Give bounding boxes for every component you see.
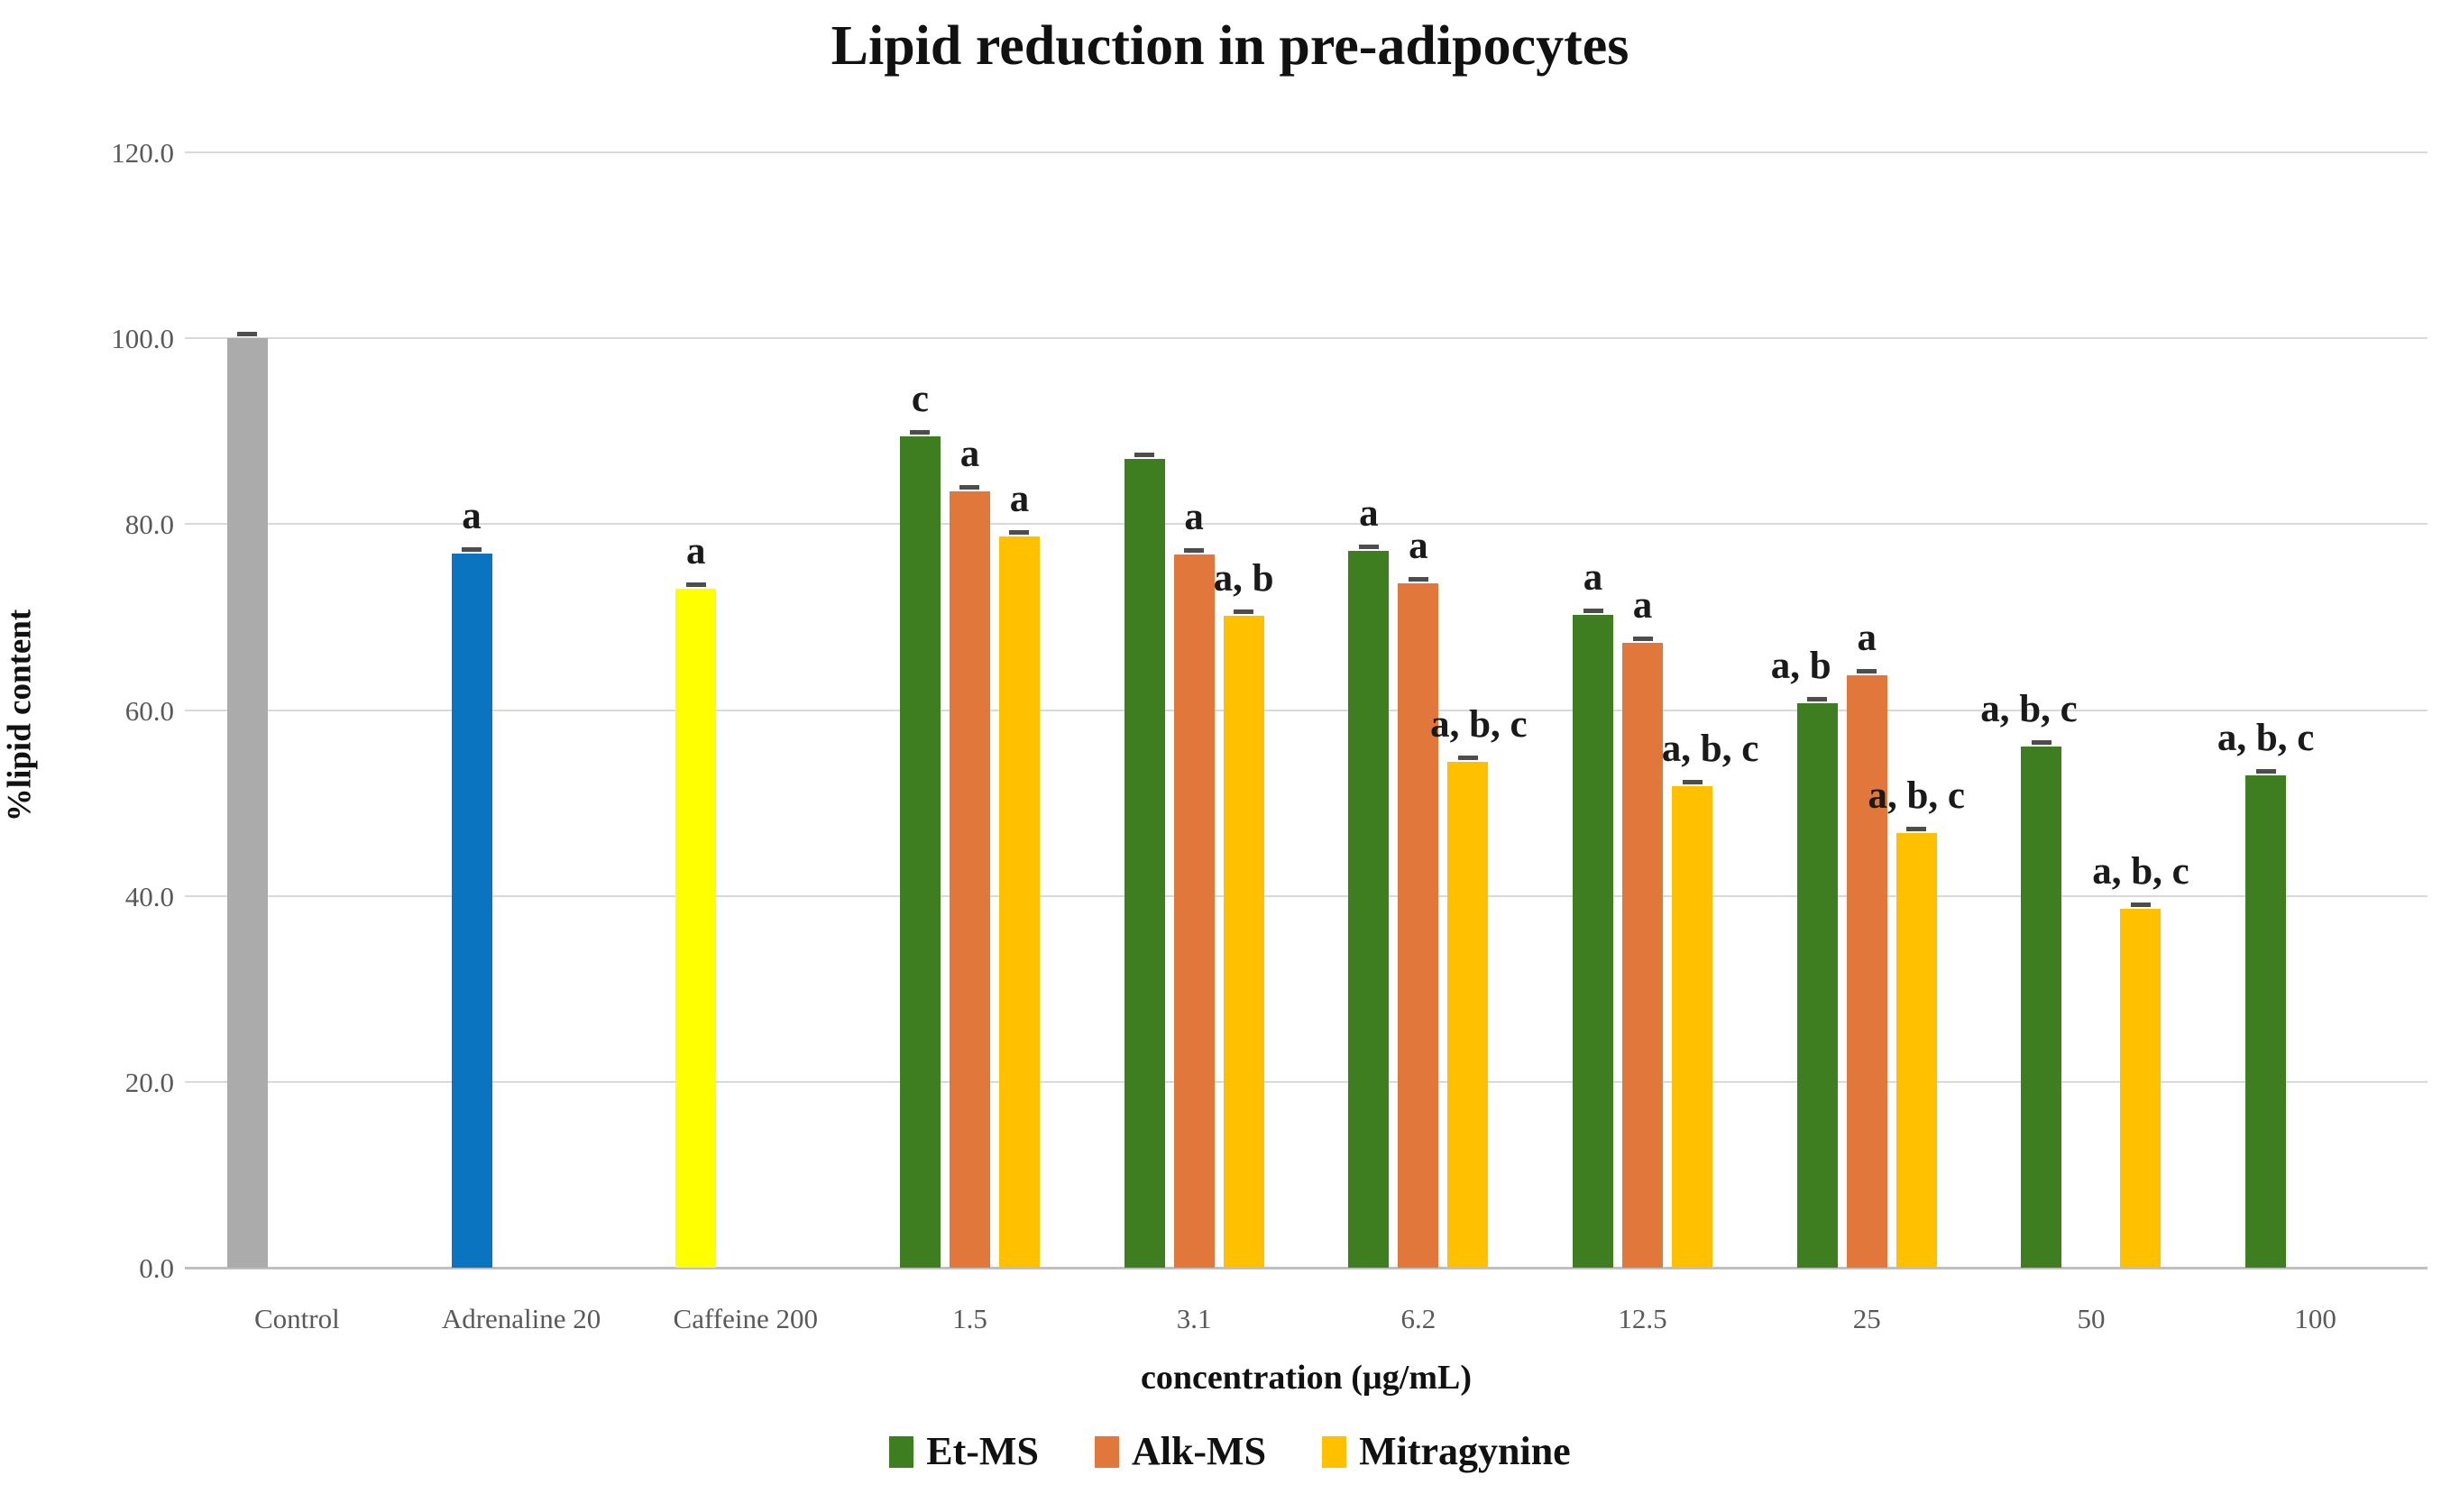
error-bar-cap	[462, 547, 482, 553]
error-bar-cap	[1408, 577, 1428, 582]
y-tick-label: 100.0	[111, 323, 174, 355]
legend-swatch-mitragynine	[1322, 1435, 1347, 1468]
bar-et-ms-6.2	[1348, 551, 1390, 1268]
bar-adrenaline-20-adrenaline-20	[451, 554, 492, 1268]
y-tick-label: 0.0	[139, 1252, 174, 1284]
error-bar-cap	[1682, 780, 1703, 785]
chart-title: Lipid reduction in pre-adipocytes	[831, 15, 1629, 77]
legend-label-et-ms: Et-MS	[926, 1429, 1039, 1473]
legend-item-mitragynine: Mitragynine	[1322, 1432, 1571, 1471]
error-bar-cap	[1234, 609, 1254, 615]
chart-legend: Et-MS Alk-MS Mitragynine	[0, 1432, 2460, 1471]
significance-label: a, b, c	[2217, 716, 2315, 759]
error-bar-cap	[1857, 669, 1877, 674]
significance-label: a, b, c	[1430, 703, 1528, 747]
error-bar-cap	[2255, 768, 2276, 774]
x-tick-label: 100	[2294, 1303, 2336, 1334]
error-bar-cap	[2130, 903, 2151, 908]
bar-alk-ms-1.5	[949, 491, 990, 1268]
bar-caffeine-200-caffeine-200	[675, 589, 717, 1268]
bar-alk-ms-3.1	[1173, 554, 1215, 1268]
significance-label: a	[1857, 617, 1877, 660]
significance-label: a	[1632, 584, 1653, 628]
legend-swatch-alk-ms	[1094, 1435, 1119, 1468]
bar-alk-ms-6.2	[1398, 583, 1439, 1268]
gridline-20	[185, 1080, 2428, 1083]
y-tick-label: 120.0	[111, 137, 174, 169]
bar-et-ms-3.1	[1124, 459, 1165, 1268]
error-bar-cap	[1583, 609, 1603, 614]
gridline-60	[185, 709, 2428, 711]
y-tick-label: 40.0	[124, 880, 174, 912]
x-tick-label: Control	[253, 1303, 340, 1334]
y-tick-label: 80.0	[124, 509, 174, 541]
legend-item-alk-ms: Alk-MS	[1094, 1429, 1267, 1473]
y-tick-label: 60.0	[124, 694, 174, 727]
bar-mitragynine-50	[2120, 909, 2162, 1268]
error-bar-cap	[1807, 697, 1828, 702]
error-bar-cap	[1134, 453, 1155, 458]
bar-et-ms-12.5	[1573, 615, 1614, 1268]
error-bar-cap	[685, 582, 706, 588]
bar-et-ms-100	[2245, 774, 2287, 1268]
significance-label: a	[686, 530, 706, 573]
significance-label: a, b, c	[2092, 850, 2189, 893]
gridline-80	[185, 523, 2428, 526]
significance-label: c	[911, 378, 929, 421]
x-tick-label: 3.1	[1176, 1303, 1212, 1334]
gridline-40	[185, 894, 2428, 897]
significance-label: a	[1409, 525, 1428, 568]
significance-label: a, b, c	[1661, 728, 1759, 771]
legend-label-mitragynine: Mitragynine	[1359, 1429, 1571, 1473]
legend-swatch-et-ms	[889, 1435, 914, 1468]
bar-mitragynine-25	[1895, 832, 1937, 1268]
error-bar-cap	[1009, 529, 1030, 535]
error-bar-cap	[1184, 548, 1205, 554]
gridline-120	[185, 151, 2428, 153]
x-tick-label: 1.5	[952, 1303, 987, 1334]
significance-label: a	[1009, 477, 1030, 520]
bar-control-control	[226, 338, 268, 1268]
bar-et-ms-1.5	[899, 436, 941, 1268]
error-bar-cap	[910, 430, 931, 435]
bar-et-ms-25	[1796, 703, 1838, 1268]
bar-mitragynine-6.2	[1447, 762, 1489, 1268]
error-bar-cap	[1358, 545, 1379, 550]
bar-mitragynine-12.5	[1672, 786, 1713, 1268]
error-bar-cap	[959, 485, 980, 490]
error-bar-cap	[1632, 637, 1653, 642]
significance-label: a	[959, 433, 980, 476]
error-bar-cap	[2031, 739, 2052, 745]
significance-label: a	[1184, 496, 1204, 539]
x-tick-label: 6.2	[1400, 1303, 1437, 1334]
significance-label: a	[1583, 556, 1603, 600]
significance-label: a	[1359, 492, 1379, 536]
x-tick-label: Caffeine 200	[673, 1303, 818, 1334]
bar-alk-ms-25	[1846, 675, 1887, 1268]
x-tick-label: 25	[1852, 1303, 1881, 1334]
error-bar-cap	[1457, 756, 1478, 761]
bar-mitragynine-3.1	[1223, 616, 1264, 1268]
significance-label: a, b	[1770, 645, 1831, 688]
x-tick-label: 50	[2077, 1303, 2106, 1334]
significance-label: a	[462, 495, 482, 538]
bar-et-ms-50	[2021, 746, 2062, 1268]
significance-label: a, b	[1213, 557, 1274, 600]
error-bar-cap	[1906, 826, 1927, 831]
error-bar-cap	[237, 332, 258, 337]
gridline-100	[185, 337, 2428, 340]
significance-label: a, b, c	[1868, 774, 1966, 817]
significance-label: a, b, c	[1980, 687, 2078, 730]
y-tick-label: 20.0	[124, 1066, 174, 1098]
x-tick-label: 12.5	[1618, 1303, 1667, 1334]
bar-alk-ms-12.5	[1622, 643, 1664, 1268]
bar-mitragynine-1.5	[998, 536, 1040, 1268]
x-axis-title: concentration (µg/mL)	[1141, 1359, 1472, 1397]
x-tick-label: Adrenaline 20	[441, 1303, 601, 1334]
legend-item-et-ms: Et-MS	[889, 1432, 1039, 1471]
gridline-0	[185, 1267, 2428, 1269]
legend-label-alk-ms: Alk-MS	[1131, 1429, 1267, 1473]
